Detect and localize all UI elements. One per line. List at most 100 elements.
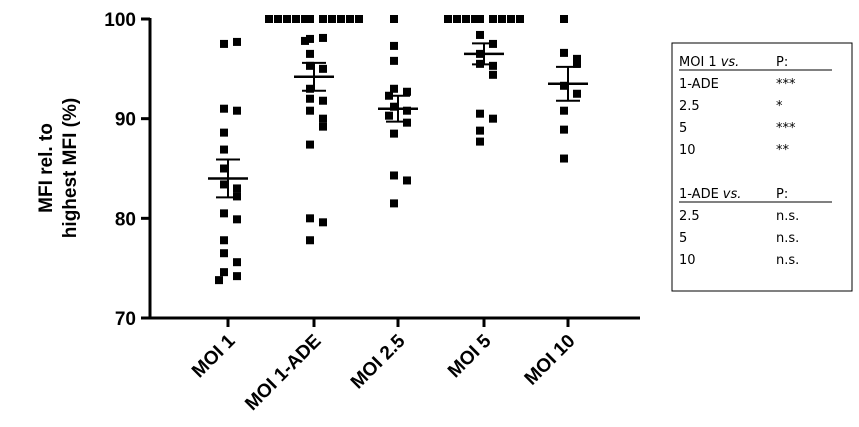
data-point	[489, 70, 497, 79]
y-tick-label: 100	[104, 10, 136, 31]
table-header: 1-ADE vs.	[679, 187, 741, 202]
data-point	[283, 15, 291, 23]
data-point	[319, 114, 327, 123]
data-point	[306, 106, 314, 115]
x-tick-label: MOI 1-ADE	[241, 331, 325, 415]
p-value: *	[776, 99, 783, 114]
y-axis-label-line: MFI rel. to	[36, 123, 57, 213]
comparison: 1-ADE	[679, 77, 719, 92]
data-point	[390, 199, 398, 208]
comparison: 5	[679, 121, 687, 136]
header-italic: vs.	[723, 187, 742, 202]
data-point	[507, 15, 515, 23]
y-tick-label: 80	[115, 209, 136, 230]
table-box	[671, 42, 853, 292]
data-point	[476, 30, 484, 39]
data-point	[319, 122, 327, 131]
data-point	[390, 56, 398, 65]
data-point	[292, 15, 300, 23]
comparison: 10	[679, 143, 696, 158]
data-point	[489, 15, 497, 23]
data-point	[319, 96, 327, 105]
data-point	[306, 84, 314, 93]
data-point	[220, 145, 228, 154]
data-point	[403, 87, 411, 96]
data-point	[346, 15, 354, 23]
p-value: **	[776, 143, 790, 158]
data-point	[560, 154, 568, 163]
data-point	[215, 276, 223, 285]
data-point	[233, 272, 241, 281]
data-point	[560, 48, 568, 57]
data-point	[516, 15, 524, 23]
data-point	[233, 37, 241, 46]
data-point	[306, 236, 314, 245]
data-point	[301, 36, 309, 45]
data-point	[220, 249, 228, 258]
data-point	[337, 15, 345, 23]
data-point	[306, 140, 314, 149]
data-point	[390, 129, 398, 138]
data-point	[233, 258, 241, 267]
data-point	[306, 94, 314, 103]
data-point	[476, 137, 484, 146]
comparison: 2.5	[679, 99, 700, 114]
y-axis-label-line: highest MFI (%)	[60, 98, 81, 238]
data-point	[319, 33, 327, 42]
data-point	[390, 171, 398, 180]
data-point	[498, 15, 506, 23]
data-point	[385, 111, 393, 120]
table-header-p: P:	[776, 187, 788, 202]
data-point	[355, 15, 363, 23]
data-point	[265, 15, 273, 23]
data-point	[390, 15, 398, 23]
data-point	[328, 15, 336, 23]
data-point	[560, 106, 568, 115]
y-tick-label: 90	[115, 110, 136, 131]
data-point	[573, 89, 581, 98]
data-point	[306, 49, 314, 58]
table-header: MOI 1 vs.	[679, 55, 739, 70]
y-tick-label: 70	[115, 309, 136, 330]
data-point	[319, 15, 327, 23]
data-point	[306, 61, 314, 70]
data-point	[220, 128, 228, 137]
data-point	[220, 236, 228, 245]
data-point	[471, 15, 479, 23]
comparison: 2.5	[679, 209, 700, 224]
data-point	[444, 15, 452, 23]
data-point	[220, 164, 228, 173]
table-header-p: P:	[776, 55, 788, 70]
data-point	[220, 180, 228, 189]
x-tick-label: MOI 1	[188, 330, 240, 382]
data-point	[306, 214, 314, 223]
x-tick-label: MOI 10	[521, 331, 580, 390]
p-value: n.s.	[776, 253, 799, 268]
x-tick-label: MOI 2.5	[347, 330, 410, 393]
data-point	[573, 59, 581, 68]
data-point	[476, 126, 484, 135]
data-point	[476, 109, 484, 118]
data-point	[573, 54, 581, 63]
data-point	[220, 209, 228, 218]
p-value: ***	[776, 77, 796, 92]
data-point	[220, 104, 228, 113]
data-point	[390, 102, 398, 111]
data-point	[390, 84, 398, 93]
data-point	[560, 15, 568, 23]
data-point	[233, 184, 241, 193]
p-value: n.s.	[776, 231, 799, 246]
data-point	[319, 64, 327, 73]
p-value: n.s.	[776, 209, 799, 224]
data-point	[403, 106, 411, 115]
data-point	[220, 39, 228, 48]
comparison: 10	[679, 253, 696, 268]
data-point	[489, 114, 497, 123]
data-point	[560, 125, 568, 134]
data-point	[453, 15, 461, 23]
x-tick-label: MOI 5	[444, 330, 496, 382]
header-italic: vs.	[721, 55, 740, 70]
data-point	[390, 41, 398, 50]
header-left: MOI 1	[679, 55, 717, 70]
